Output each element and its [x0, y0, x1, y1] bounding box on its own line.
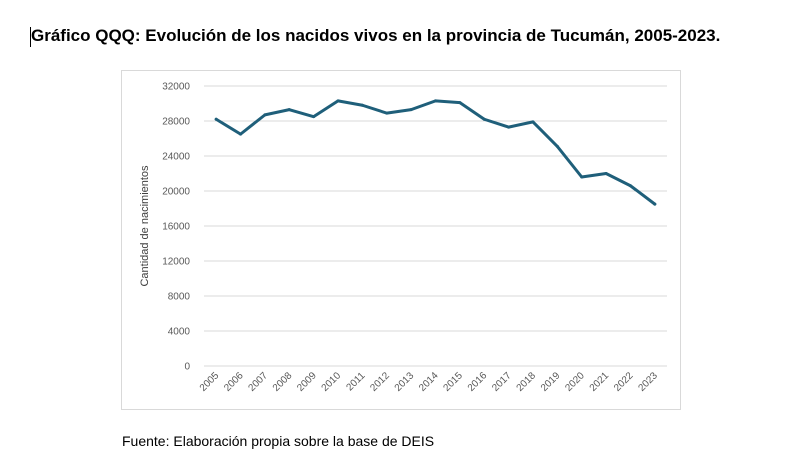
- data-point-2006: [239, 132, 243, 136]
- data-point-2016: [482, 117, 486, 121]
- data-point-2007: [263, 113, 267, 117]
- x-tick-label: 2013: [393, 370, 417, 394]
- y-tick-labels: 0 4000 8000 12000 16000 20000 24000 28000 32000: [162, 82, 190, 373]
- data-point-2015: [458, 101, 462, 105]
- line-chart: 040008000120001600020000240002800032000 …: [139, 82, 667, 394]
- data-point-2013: [409, 108, 413, 112]
- y-tick-label: 20000: [162, 187, 190, 198]
- gridlines: [204, 85, 667, 367]
- x-tick-label: 2010: [320, 370, 344, 394]
- x-tick-label: 2012: [368, 370, 392, 394]
- x-tick-label: 2021: [588, 370, 612, 394]
- data-point-2008: [287, 108, 291, 112]
- x-tick-label: 2015: [441, 370, 465, 394]
- y-tick-label: 32000: [162, 82, 190, 93]
- data-point-2018: [531, 120, 535, 124]
- data-point-2009: [312, 115, 316, 119]
- x-tick-label: 2011: [345, 370, 368, 393]
- y-tick-label: 8000: [168, 292, 191, 303]
- x-tick-label: 2014: [417, 370, 441, 394]
- y-axis-title: Cantidad de nacimientos: [139, 165, 151, 287]
- data-point-2023: [653, 202, 657, 206]
- y-tick-label: 0: [184, 362, 190, 373]
- y-tick-label: 24000: [162, 152, 190, 163]
- x-tick-label: 2020: [563, 370, 587, 394]
- x-tick-label: 2017: [490, 370, 514, 394]
- data-point-2017: [507, 125, 511, 129]
- data-point-2005: [214, 117, 218, 121]
- y-tick-label: 28000: [162, 117, 190, 128]
- data-point-2019: [555, 144, 559, 148]
- x-tick-label: 2018: [515, 370, 539, 394]
- series-line: [214, 99, 657, 206]
- series-layer: [214, 99, 657, 206]
- y-tick-label: 16000: [162, 222, 190, 233]
- data-point-2014: [434, 99, 437, 103]
- y-tick-label: 12000: [162, 257, 190, 268]
- data-point-2011: [360, 103, 364, 107]
- x-tick-label: 2008: [271, 370, 295, 394]
- x-tick-label: 2023: [636, 370, 660, 394]
- x-tick-label: 2007: [247, 370, 271, 394]
- x-tick-label: 2006: [222, 370, 246, 394]
- x-tick-label: 2009: [295, 370, 319, 394]
- data-point-2022: [628, 184, 632, 188]
- data-point-2021: [604, 172, 608, 175]
- chart-area[interactable]: 0 4000 8000 12000 16000 20000 24000 28000 32000 …: [121, 70, 681, 410]
- data-point-2010: [336, 99, 340, 103]
- chart-caption-title: Gráfico QQQ: Evolución de los nacidos vi…: [31, 26, 721, 45]
- data-point-2020: [580, 175, 584, 179]
- x-tick-label: 2022: [612, 370, 636, 394]
- text-cursor: [30, 27, 31, 47]
- x-tick-label: 2016: [466, 370, 490, 394]
- x-tick-labels: 2005 2006 2007 2008 2009 2010 2011 2012 2013 2014…: [198, 370, 660, 394]
- x-tick-label: 2019: [539, 370, 563, 394]
- y-tick-label: 4000: [168, 327, 191, 338]
- x-tick-label: 2005: [198, 370, 222, 394]
- source-note: Fuente: Elaboración propia sobre la base…: [122, 433, 435, 449]
- data-point-2012: [385, 111, 389, 115]
